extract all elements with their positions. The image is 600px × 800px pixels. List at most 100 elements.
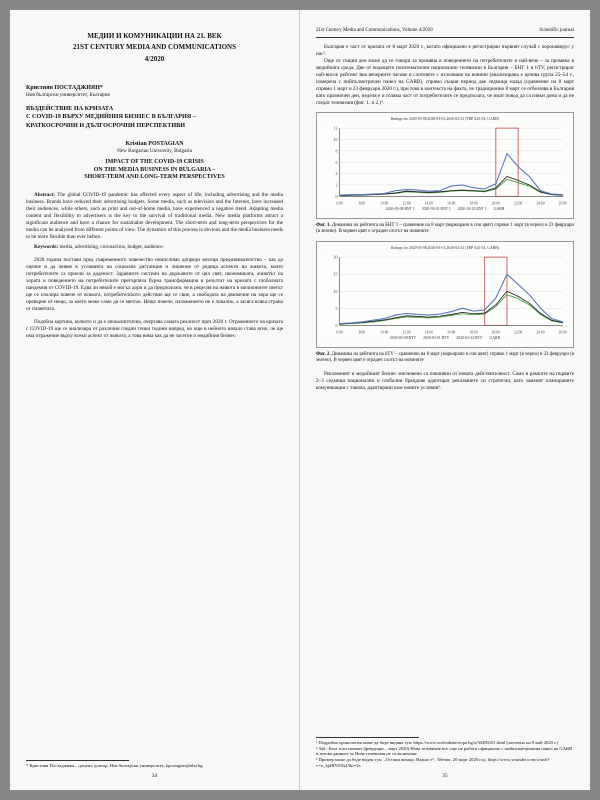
right-body: България е част от кризата от 8 март 202… [316, 44, 574, 780]
title-en-block: Kristian POSTAGIAN New Bulgarian Univers… [26, 140, 283, 183]
body-para-2: Подобна картина, колкото и да е апокалип… [26, 319, 283, 340]
abstract: Abstract: The global COVID-19 pandemic h… [26, 192, 283, 241]
figure-1-legend: Ratings for 2020-03-08,2020-03-01,2020-0… [321, 117, 569, 122]
footnote-2: ² Заб.: Към този момент (февруари – март… [316, 746, 574, 757]
footnote-text: Кристиян Постаджиян – доцент, доктор, Но… [29, 763, 202, 768]
fig2-leg-3: 2020-02-23 BTV [456, 336, 482, 340]
page-number-right: 35 [316, 773, 574, 780]
journal-title-block: МЕДИИ И КОМУНИКАЦИИ НА 21. ВЕК 21ST CENT… [26, 32, 283, 64]
footnote-author: * Кристиян Постаджиян – доцент, доктор, … [26, 763, 283, 769]
affiliation-en: New Bulgarian University, Bulgaria [26, 148, 283, 155]
svg-text:24:00: 24:00 [536, 330, 544, 334]
fig1-label: Фиг. 1. [316, 223, 331, 228]
footnote-marker: * [26, 763, 28, 768]
page-number-left: 34 [26, 773, 283, 780]
page-spread: МЕДИИ И КОМУНИКАЦИИ НА 21. ВЕК 21ST CENT… [10, 10, 590, 790]
title-en-line-1: IMPACT OF THE COVID-19 CRISIS [26, 159, 283, 167]
fig1-leg-3: 2020-02-23 BNT 1 [458, 207, 487, 211]
fig2-leg-4: GARB [490, 336, 501, 340]
fig1-leg-1: 2020-03-08 BNT 1 [386, 207, 415, 211]
figure-1-legend-items: 2020-03-08 BNT 1 2020-03-01 BNT 1 2020-0… [321, 207, 569, 212]
svg-text:14:00: 14:00 [425, 202, 433, 206]
footnote-rule-right [316, 737, 419, 738]
figure-1-svg: 0 2 4 6 8 10 12 6:00 8:00 10:00 12:00 14:00 16:00 18:… [321, 124, 569, 207]
svg-text:10:00: 10:00 [380, 202, 388, 206]
fig1-legend-title: Ratings for 2020-03-08,2020-03-01,2020-0… [321, 117, 569, 122]
fig1-leg-4: GARB [494, 207, 505, 211]
svg-text:10: 10 [333, 137, 337, 142]
svg-text:22:00: 22:00 [514, 330, 522, 334]
figure-2-legend: Ratings for 2020-03-08,2020-03-01,2020-0… [321, 246, 569, 251]
keywords: Keywords: media, advertising, coronaviru… [26, 244, 283, 251]
footnote-rule [26, 760, 129, 761]
svg-text:20: 20 [333, 255, 337, 260]
svg-text:4: 4 [335, 171, 337, 176]
header-type: Scientific journal [539, 28, 574, 35]
svg-text:18:00: 18:00 [469, 330, 477, 334]
fig2-caption-text: Динамика на рейтинга на bTV – сравнение … [316, 352, 574, 363]
fig1-leg-2: 2020-03-01 BNT 1 [422, 207, 451, 211]
affiliation-bg: Нов български университет, България [26, 92, 283, 99]
svg-text:26:00: 26:00 [559, 330, 567, 334]
title-en-line-3: SHORT-TERM AND LONG-TERM PERSPECTIVES [26, 174, 283, 182]
svg-text:0: 0 [335, 323, 337, 328]
svg-text:6:00: 6:00 [336, 330, 343, 334]
right-para-1: България е част от кризата от 8 март 202… [316, 44, 574, 58]
journal-title-bg: МЕДИИ И КОМУНИКАЦИИ НА 21. ВЕК [26, 32, 283, 41]
title-bg-line-2: С COVID-19 ВЪРХУ МЕДИЙНИЯ БИЗНЕС В БЪЛГА… [26, 113, 283, 121]
svg-text:5: 5 [335, 306, 337, 311]
svg-text:8: 8 [335, 148, 337, 153]
title-bg-line-3: КРАТКОСРОЧНИ И ДЪЛГОСРОЧНИ ПЕРСПЕКТИВИ [26, 122, 283, 130]
right-para-2: Още от същия ден може да се говори за пр… [316, 58, 574, 107]
svg-text:18:00: 18:00 [469, 202, 477, 206]
svg-text:8:00: 8:00 [359, 202, 366, 206]
svg-text:22:00: 22:00 [514, 202, 522, 206]
svg-text:14:00: 14:00 [425, 330, 433, 334]
figure-1-chart: Ratings for 2020-03-08,2020-03-01,2020-0… [316, 112, 574, 219]
svg-text:8:00: 8:00 [359, 330, 366, 334]
running-header: 21st Century Media and Communications, V… [316, 28, 574, 38]
author-block-bg: Кристиян ПОСТАДЖИЯН* Нов български униве… [26, 84, 283, 99]
svg-text:15: 15 [333, 272, 337, 277]
author-name-en: Kristian POSTAGIAN [26, 140, 283, 148]
svg-text:12:00: 12:00 [402, 330, 410, 334]
abstract-label: Abstract: [34, 192, 55, 198]
article-title-bg: ВЪЗДЕЙСТВИЕ НА КРИЗАТА С COVID-19 ВЪРХУ … [26, 105, 283, 129]
fig2-label: Фиг. 2. [316, 352, 331, 357]
keywords-text: media, advertising, coronavirus, budget,… [60, 244, 164, 250]
footnote-3: ³ Пример може да бъде виден тук: „Остани… [316, 757, 574, 768]
svg-text:12:00: 12:00 [402, 202, 410, 206]
svg-text:20:00: 20:00 [492, 202, 500, 206]
figure-2-chart: Ratings for 2020-03-08,2020-03-01,2020-0… [316, 241, 574, 348]
keywords-label: Keywords: [34, 244, 58, 250]
title-en-line-2: ON THE MEDIA BUSINESS IN BULGARIA – [26, 167, 283, 175]
svg-text:12: 12 [333, 126, 337, 131]
svg-text:6:00: 6:00 [336, 202, 343, 206]
body-para-1: 2020 година постави пред съвременното чо… [26, 257, 283, 313]
journal-issue: 4/2020 [26, 55, 283, 64]
right-para-3: Рекламният и медийният бизнес мигновено … [316, 371, 574, 392]
figure-1-caption: Фиг. 1. Динамика на рейтинга на БНТ 1 – … [316, 223, 574, 236]
journal-title-en: 21ST CENTURY MEDIA AND COMMUNICATIONS [26, 43, 283, 52]
abstract-text: The global COVID-19 pandemic has affecte… [26, 192, 283, 240]
figure-2-svg: 0 5 10 15 20 6:00 8:00 10:00 12:00 14:00 16:00 18:0… [321, 253, 569, 336]
svg-text:16:00: 16:00 [447, 202, 455, 206]
svg-text:10: 10 [333, 289, 337, 294]
svg-text:20:00: 20:00 [492, 330, 500, 334]
fig2-leg-2: 2020-03-01 BTV [423, 336, 449, 340]
article-title-en: IMPACT OF THE COVID-19 CRISIS ON THE MED… [26, 159, 283, 182]
svg-text:0: 0 [335, 194, 337, 199]
fig2-leg-1: 2020-03-08 BTV [390, 336, 416, 340]
svg-text:6: 6 [335, 160, 337, 165]
figure-2-legend-items: 2020-03-08 BTV 2020-03-01 BTV 2020-02-23… [321, 336, 569, 341]
svg-text:26:00: 26:00 [559, 202, 567, 206]
fig1-caption-text: Динамика на рейтинга на БНТ 1 – сравнени… [316, 223, 574, 234]
svg-text:2: 2 [335, 183, 337, 188]
svg-text:16:00: 16:00 [447, 330, 455, 334]
fig2-legend-title: Ratings for 2020-03-08,2020-03-01,2020-0… [321, 246, 569, 251]
svg-text:10:00: 10:00 [380, 330, 388, 334]
figure-2-caption: Фиг. 2. Динамика на рейтинга на bTV – ср… [316, 352, 574, 365]
header-journal: 21st Century Media and Communications, V… [316, 28, 433, 35]
svg-text:24:00: 24:00 [536, 202, 544, 206]
page-left: МЕДИИ И КОМУНИКАЦИИ НА 21. ВЕК 21ST CENT… [10, 10, 300, 790]
